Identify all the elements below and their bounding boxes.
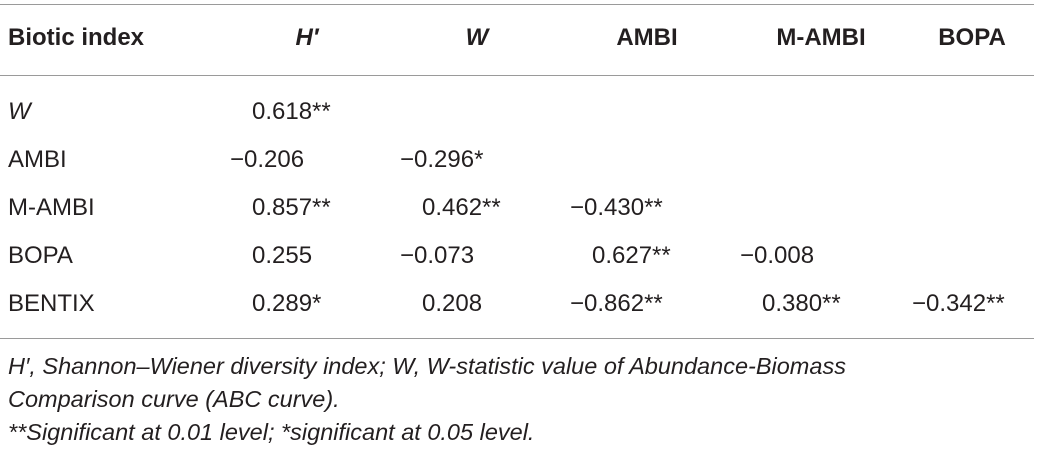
row-label: M-AMBI xyxy=(8,194,95,221)
table-cell: −0.008 xyxy=(740,242,815,269)
table-cell xyxy=(910,184,1034,232)
footnote-significance: **Significant at 0.01 level; *significan… xyxy=(8,419,535,445)
table-cell xyxy=(732,136,910,184)
table-cell: 0.380** xyxy=(762,290,841,317)
table-cell: −0.862** xyxy=(570,290,663,317)
header-bopa: BOPA xyxy=(938,24,1006,51)
table-cell: 0.462** xyxy=(422,194,501,221)
table-cell xyxy=(732,76,910,136)
footnote-abbreviations-cont: Comparison curve (ABC curve). xyxy=(8,386,340,412)
table-cell: −0.073 xyxy=(400,242,475,269)
table-row: BENTIX 0.289* 0.208 −0.862** 0.380** −0.… xyxy=(0,280,1034,328)
footnote-abbreviations: H′, Shannon–Wiener diversity index; W, W… xyxy=(8,353,846,379)
table-cell xyxy=(562,136,732,184)
table-cell xyxy=(910,232,1034,280)
table-cell: 0.857** xyxy=(252,194,331,221)
table-cell: 0.627** xyxy=(592,242,671,269)
table-cell: −0.206 xyxy=(230,146,305,173)
table-cell xyxy=(732,184,910,232)
table-cell: 0.618** xyxy=(252,98,331,125)
header-biotic-index: Biotic index xyxy=(8,24,145,51)
table-row: AMBI −0.206 −0.296* xyxy=(0,136,1034,184)
table-row: W 0.618** xyxy=(0,76,1034,136)
row-label: AMBI xyxy=(8,146,67,173)
table-cell xyxy=(392,76,562,136)
header-w: W xyxy=(465,24,489,51)
row-label: W xyxy=(8,98,31,125)
table-footnotes: H′, Shannon–Wiener diversity index; W, W… xyxy=(8,350,1034,449)
table-row: M-AMBI 0.857** 0.462** −0.430** xyxy=(0,184,1034,232)
table-cell: −0.430** xyxy=(570,194,663,221)
table-cell xyxy=(910,76,1034,136)
table-cell: −0.342** xyxy=(912,290,1005,317)
table-header-row: Biotic index H′ W AMBI M-AMBI BOPA xyxy=(0,0,1034,76)
table-bottom-rule xyxy=(0,338,1034,339)
table-cell: 0.289* xyxy=(252,290,322,317)
row-label: BOPA xyxy=(8,242,73,269)
correlation-table: Biotic index H′ W AMBI M-AMBI BOPA W 0.6… xyxy=(0,0,1034,328)
header-ambi: AMBI xyxy=(616,24,678,51)
table-row: BOPA 0.255 −0.073 0.627** −0.008 xyxy=(0,232,1034,280)
table-cell xyxy=(562,76,732,136)
table-cell xyxy=(910,136,1034,184)
header-m-ambi: M-AMBI xyxy=(776,24,866,51)
table-cell: 0.255 xyxy=(252,242,313,269)
header-h-prime: H′ xyxy=(295,24,319,51)
row-label: BENTIX xyxy=(8,290,95,317)
table-cell: 0.208 xyxy=(422,290,483,317)
table-header-rule xyxy=(0,75,1034,76)
table-cell: −0.296* xyxy=(400,146,484,173)
table-top-rule xyxy=(0,4,1034,5)
